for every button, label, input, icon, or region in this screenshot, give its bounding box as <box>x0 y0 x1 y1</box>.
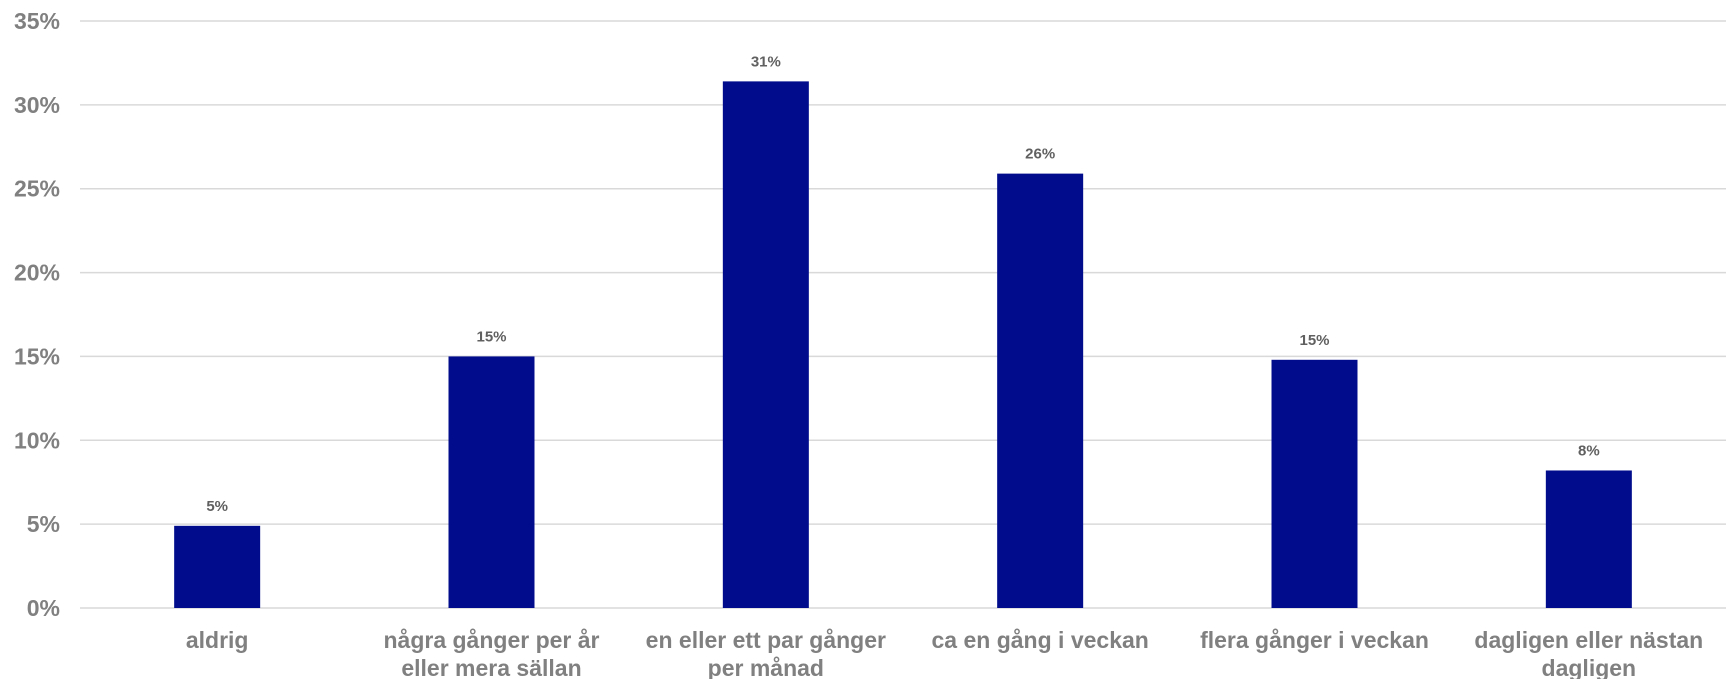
data-label: 8% <box>1578 442 1600 459</box>
y-tick-label: 30% <box>14 92 60 118</box>
category-label: ca en gång i veckan <box>932 627 1149 653</box>
bar <box>448 356 535 608</box>
category-label: dagligen <box>1542 655 1637 679</box>
bar <box>174 525 261 608</box>
bar <box>997 173 1084 608</box>
y-tick-label: 20% <box>14 260 60 286</box>
bar <box>1271 359 1358 608</box>
data-label: 5% <box>206 498 228 515</box>
bar <box>722 81 809 609</box>
data-label: 15% <box>476 328 506 345</box>
data-labels: 5% 15% 31% 26% 15% 8% <box>206 53 1599 514</box>
data-label: 26% <box>1025 146 1055 163</box>
gridlines <box>80 20 1726 609</box>
category-label: flera gånger i veckan <box>1200 627 1429 653</box>
y-tick-label: 10% <box>14 427 60 453</box>
data-label: 31% <box>751 53 781 70</box>
y-axis-tick-labels: 0% 5% 10% 15% 20% 25% 30% 35% <box>14 8 60 621</box>
y-tick-label: 0% <box>27 595 60 621</box>
category-label: aldrig <box>186 627 249 653</box>
category-label: eller mera sällan <box>401 655 581 679</box>
y-tick-label: 25% <box>14 176 60 202</box>
category-label: per månad <box>708 655 824 679</box>
bars <box>174 81 1632 609</box>
category-label: en eller ett par gånger <box>646 627 886 653</box>
data-label: 15% <box>1299 332 1329 349</box>
bar <box>1545 470 1632 608</box>
y-tick-label: 15% <box>14 343 60 369</box>
category-label: några gånger per år <box>383 627 599 653</box>
category-label: dagligen eller nästan <box>1474 627 1703 653</box>
y-tick-label: 5% <box>27 511 60 537</box>
y-tick-label: 35% <box>14 8 60 34</box>
